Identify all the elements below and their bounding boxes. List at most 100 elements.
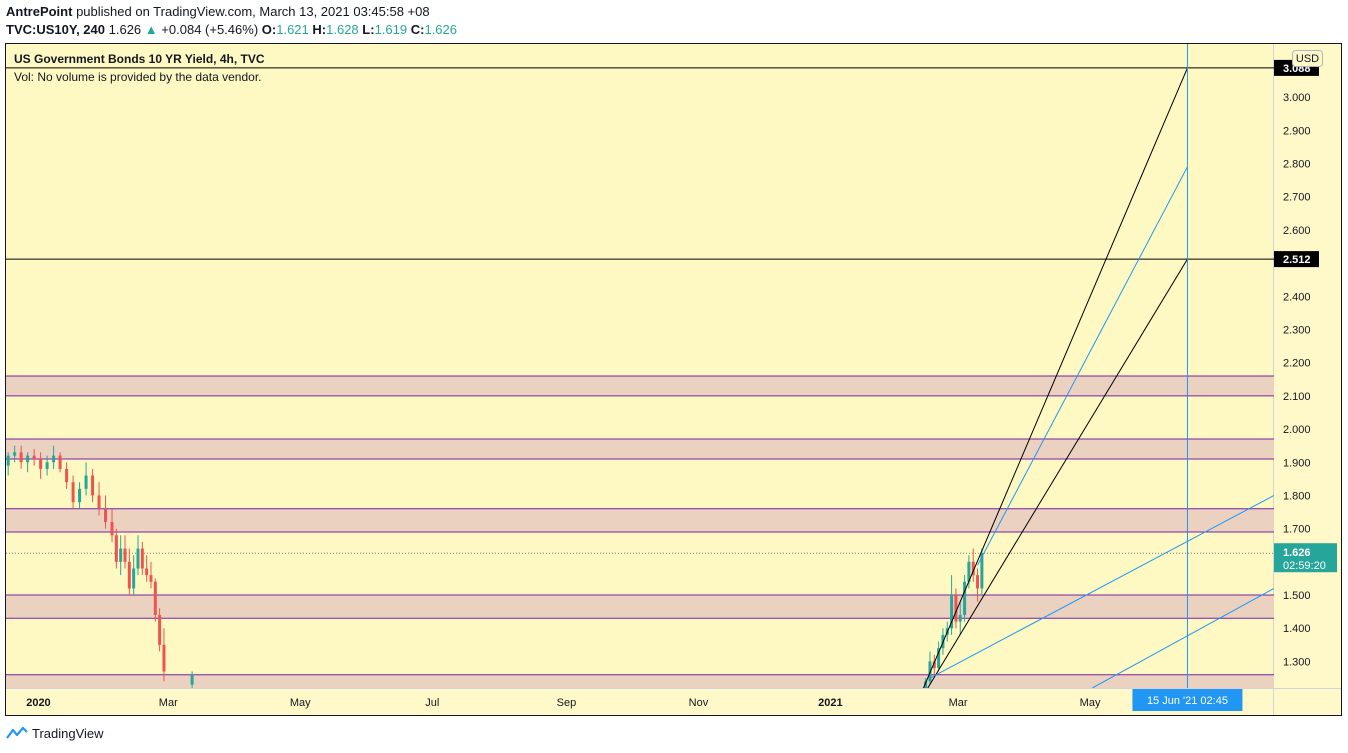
x-tick-label-2: May	[290, 697, 311, 709]
candle-body-26[interactable]	[153, 581, 157, 615]
candle-body-0[interactable]	[6, 455, 10, 466]
candle-body-19[interactable]	[123, 548, 127, 562]
high-label: H:	[312, 22, 327, 37]
x-tick-label-6: 2021	[818, 697, 842, 709]
x-tick-label-8: May	[1080, 697, 1101, 709]
candle-body-38[interactable]	[958, 614, 962, 622]
y-tick-label-4: 1.700	[1283, 524, 1311, 536]
candle-body-12[interactable]	[84, 475, 88, 489]
plot-area[interactable]	[6, 44, 1274, 688]
y-tick-label-16: 2.900	[1283, 125, 1311, 137]
candle-body-6[interactable]	[45, 462, 49, 469]
symbol-label: TVC:US10Y, 240	[6, 22, 105, 37]
candle-body-14[interactable]	[97, 495, 101, 509]
candle-body-25[interactable]	[149, 575, 153, 582]
footer: TradingView	[6, 726, 104, 741]
crosshair-date-label: 15 Jun '21 02:45	[1147, 695, 1228, 707]
candle-body-18[interactable]	[119, 548, 123, 562]
candle-body-22[interactable]	[136, 548, 140, 569]
y-tick-label-2: 1.500	[1283, 590, 1311, 602]
currency-button[interactable]: USD	[1292, 50, 1323, 67]
candle-body-29[interactable]	[190, 674, 194, 685]
trendline-black-1[interactable]	[927, 258, 1188, 688]
sr-zone-4[interactable]	[6, 674, 1274, 688]
candle-body-41[interactable]	[971, 561, 975, 576]
sr-zone-2[interactable]	[6, 508, 1274, 532]
candle-body-5[interactable]	[39, 458, 43, 469]
y-tick-label-13: 2.600	[1283, 225, 1311, 237]
candle-body-21[interactable]	[132, 568, 136, 589]
candle-body-39[interactable]	[963, 581, 967, 615]
open-label: O:	[261, 22, 277, 37]
candle-body-10[interactable]	[71, 482, 75, 503]
candle-body-16[interactable]	[110, 522, 114, 536]
candle-body-1[interactable]	[13, 452, 17, 456]
candle-body-30[interactable]	[924, 681, 928, 688]
candle-body-3[interactable]	[26, 455, 30, 463]
trendline-blue-3[interactable]	[929, 495, 1274, 679]
sr-zone-0[interactable]	[6, 375, 1274, 396]
candle-body-27[interactable]	[158, 614, 162, 645]
price-change: +0.084 (+5.46%)	[161, 22, 259, 37]
candle-body-43[interactable]	[980, 553, 984, 589]
candle-body-40[interactable]	[967, 561, 971, 582]
x-tick-label-3: Jul	[425, 697, 439, 709]
trendline-blue-4[interactable]	[1091, 587, 1274, 688]
candle-body-20[interactable]	[127, 561, 131, 589]
footer-brand[interactable]: TradingView	[32, 726, 104, 741]
current-price-badge	[1274, 543, 1337, 573]
candle-body-23[interactable]	[140, 548, 144, 569]
crosshair-date-badge	[1132, 689, 1243, 711]
candle-body-28[interactable]	[162, 644, 166, 672]
y-tick-label-1: 1.400	[1283, 623, 1311, 635]
author-name[interactable]: AntrePoint	[6, 4, 73, 19]
publish-info: AntrePoint published on TradingView.com,…	[6, 4, 430, 19]
level-badge-label-1: 2.512	[1283, 254, 1311, 266]
candle-body-24[interactable]	[145, 568, 149, 576]
tradingview-logo-icon[interactable]	[6, 726, 28, 740]
y-tick-label-5: 1.800	[1283, 490, 1311, 502]
candle-body-4[interactable]	[32, 455, 36, 459]
candle-body-8[interactable]	[58, 455, 62, 469]
x-tick-label-5: Nov	[689, 697, 709, 709]
candle-body-2[interactable]	[19, 452, 23, 463]
candle-body-42[interactable]	[976, 575, 980, 589]
candle-body-37[interactable]	[954, 595, 958, 622]
low-value: 1.619	[374, 22, 408, 37]
x-tick-label-4: Sep	[557, 697, 577, 709]
candle-body-7[interactable]	[52, 455, 56, 463]
candle-body-9[interactable]	[65, 468, 69, 483]
y-tick-label-15: 2.800	[1283, 159, 1311, 171]
candle-body-17[interactable]	[114, 535, 118, 562]
x-tick-label-1: Mar	[159, 697, 178, 709]
sr-zone-3[interactable]	[6, 595, 1274, 619]
chart-frame	[5, 43, 1342, 716]
x-tick-label-0: 2020	[26, 697, 50, 709]
last-price: 1.626	[108, 22, 142, 37]
candle-body-15[interactable]	[104, 508, 108, 523]
y-tick-label-6: 1.900	[1283, 457, 1311, 469]
trendline-black-0[interactable]	[923, 67, 1188, 688]
high-value: 1.628	[326, 22, 359, 37]
volume-note: Vol: No volume is provided by the data v…	[14, 70, 261, 84]
y-tick-label-7: 2.000	[1283, 424, 1311, 436]
candle-body-31[interactable]	[928, 661, 932, 682]
trendline-blue-2[interactable]	[977, 166, 1188, 566]
candle-body-11[interactable]	[78, 488, 82, 503]
close-value: 1.626	[424, 22, 458, 37]
candle-body-13[interactable]	[91, 475, 95, 496]
candle-body-33[interactable]	[937, 648, 941, 669]
price-axis[interactable]	[1274, 44, 1341, 715]
y-tick-label-0: 1.300	[1283, 656, 1311, 668]
candle-body-32[interactable]	[932, 661, 936, 669]
open-value: 1.621	[276, 22, 309, 37]
time-axis[interactable]	[6, 688, 1274, 715]
y-tick-label-8: 2.100	[1283, 391, 1311, 403]
bar-countdown: 02:59:20	[1283, 560, 1326, 572]
candle-body-36[interactable]	[950, 595, 954, 629]
y-tick-label-11: 2.400	[1283, 291, 1311, 303]
sr-zone-1[interactable]	[6, 439, 1274, 459]
chart-legend-title: US Government Bonds 10 YR Yield, 4h, TVC	[14, 52, 265, 66]
ohlc-header: TVC:US10Y, 240 1.626 ▲ +0.084 (+5.46%) O…	[6, 22, 457, 37]
